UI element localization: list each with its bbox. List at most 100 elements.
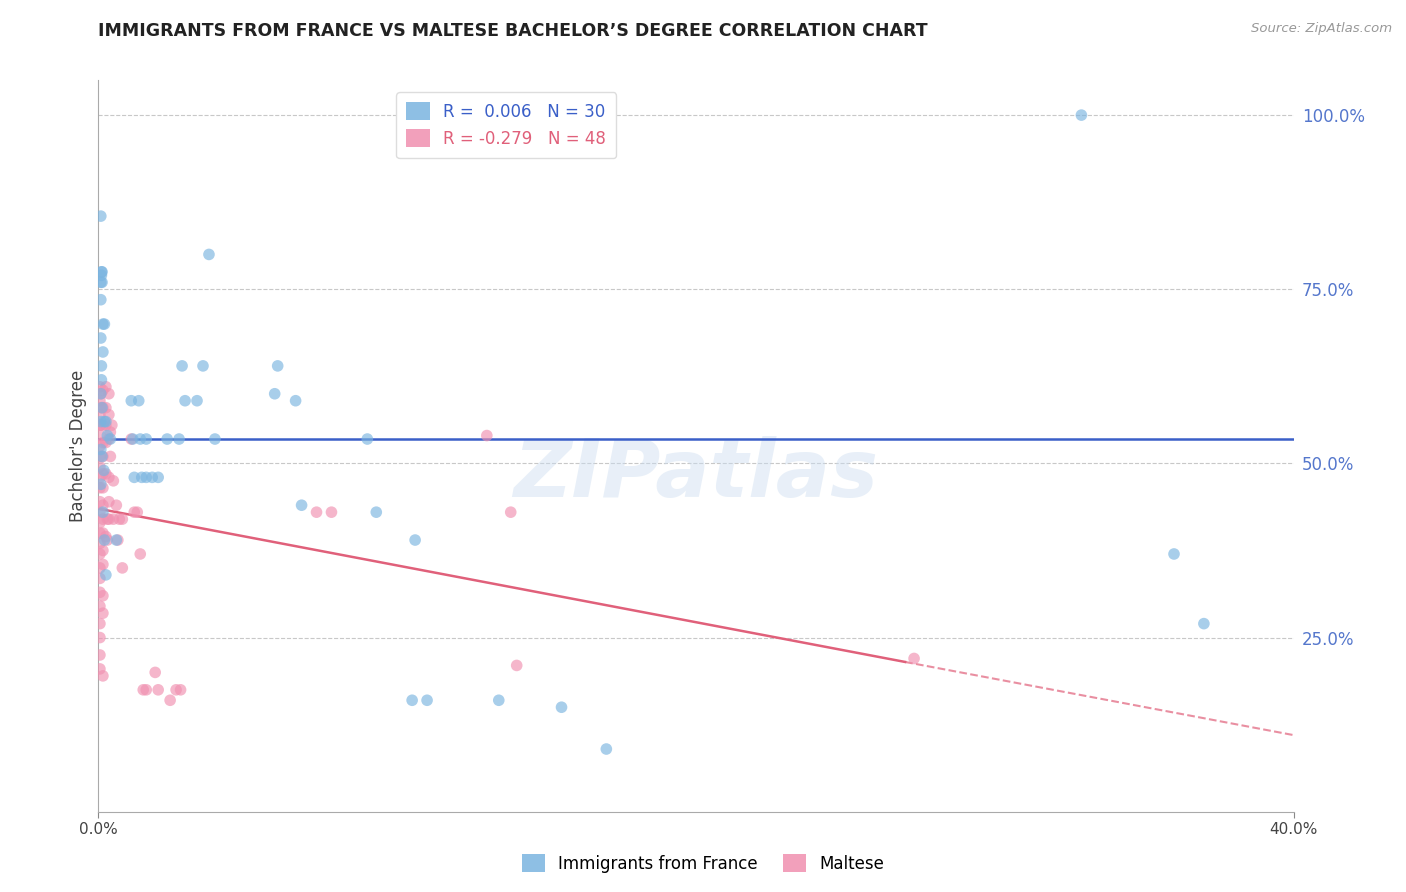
Text: IMMIGRANTS FROM FRANCE VS MALTESE BACHELOR’S DEGREE CORRELATION CHART: IMMIGRANTS FROM FRANCE VS MALTESE BACHEL… bbox=[98, 22, 928, 40]
Point bbox=[100, 425, 122, 439]
Point bbox=[90, 418, 112, 433]
Point bbox=[94, 435, 117, 450]
Point bbox=[89, 536, 111, 550]
Point bbox=[129, 432, 152, 446]
Point bbox=[94, 467, 117, 481]
Point bbox=[103, 512, 125, 526]
Point bbox=[90, 268, 112, 283]
Point bbox=[89, 481, 111, 495]
Point bbox=[89, 450, 111, 464]
Point bbox=[97, 408, 120, 422]
Point bbox=[96, 512, 118, 526]
Point bbox=[129, 547, 152, 561]
Point bbox=[135, 470, 157, 484]
Point bbox=[90, 265, 112, 279]
Point bbox=[305, 505, 328, 519]
Point bbox=[124, 505, 146, 519]
Point bbox=[90, 386, 112, 401]
Point bbox=[91, 481, 114, 495]
Point bbox=[91, 384, 114, 398]
Point bbox=[366, 505, 388, 519]
Point bbox=[94, 418, 117, 433]
Point bbox=[475, 428, 498, 442]
Point bbox=[93, 415, 115, 429]
Point bbox=[135, 432, 157, 446]
Point bbox=[91, 558, 114, 572]
Point bbox=[128, 393, 150, 408]
Legend: Immigrants from France, Maltese: Immigrants from France, Maltese bbox=[515, 847, 891, 880]
Point bbox=[94, 567, 117, 582]
Point bbox=[91, 401, 114, 415]
Point bbox=[91, 467, 114, 481]
Point bbox=[121, 432, 143, 446]
Point bbox=[89, 547, 111, 561]
Point bbox=[90, 386, 112, 401]
Point bbox=[267, 359, 290, 373]
Point bbox=[90, 275, 112, 289]
Point bbox=[96, 428, 118, 442]
Point bbox=[111, 561, 134, 575]
Point bbox=[89, 599, 111, 614]
Point bbox=[91, 505, 114, 519]
Point bbox=[91, 526, 114, 541]
Point bbox=[148, 682, 170, 697]
Point bbox=[1192, 616, 1215, 631]
Point bbox=[204, 432, 226, 446]
Point bbox=[90, 442, 112, 457]
Point bbox=[100, 450, 122, 464]
Point bbox=[90, 293, 112, 307]
Point bbox=[135, 682, 157, 697]
Point bbox=[90, 373, 112, 387]
Point bbox=[89, 494, 111, 508]
Point bbox=[174, 393, 197, 408]
Point bbox=[550, 700, 572, 714]
Point bbox=[93, 317, 115, 331]
Point bbox=[91, 512, 114, 526]
Text: Source: ZipAtlas.com: Source: ZipAtlas.com bbox=[1251, 22, 1392, 36]
Point bbox=[91, 401, 114, 415]
Point bbox=[132, 682, 155, 697]
Point bbox=[94, 415, 117, 429]
Point bbox=[91, 450, 114, 464]
Point bbox=[96, 533, 118, 547]
Point bbox=[90, 331, 112, 345]
Point bbox=[90, 477, 112, 491]
Point bbox=[356, 432, 378, 446]
Point bbox=[191, 359, 214, 373]
Point bbox=[97, 432, 120, 446]
Point bbox=[101, 418, 124, 433]
Point bbox=[291, 498, 314, 512]
Point bbox=[89, 516, 111, 530]
Point bbox=[401, 693, 423, 707]
Point bbox=[89, 380, 111, 394]
Point bbox=[143, 665, 166, 680]
Point bbox=[167, 432, 190, 446]
Point bbox=[156, 432, 179, 446]
Point bbox=[1070, 108, 1092, 122]
Point bbox=[89, 561, 111, 575]
Point bbox=[100, 432, 122, 446]
Point bbox=[103, 474, 125, 488]
Point bbox=[89, 662, 111, 676]
Point bbox=[169, 682, 191, 697]
Point bbox=[404, 533, 426, 547]
Point bbox=[91, 435, 114, 450]
Point bbox=[90, 209, 112, 223]
Point bbox=[91, 418, 114, 433]
Point bbox=[903, 651, 925, 665]
Point bbox=[94, 401, 117, 415]
Point bbox=[90, 401, 112, 415]
Point bbox=[284, 393, 307, 408]
Point bbox=[120, 393, 142, 408]
Point bbox=[499, 505, 522, 519]
Point bbox=[148, 470, 170, 484]
Point bbox=[97, 470, 120, 484]
Point bbox=[89, 418, 111, 433]
Point bbox=[93, 463, 115, 477]
Point bbox=[97, 494, 120, 508]
Point bbox=[94, 530, 117, 544]
Point bbox=[91, 669, 114, 683]
Point bbox=[263, 386, 285, 401]
Point bbox=[91, 589, 114, 603]
Point bbox=[89, 571, 111, 585]
